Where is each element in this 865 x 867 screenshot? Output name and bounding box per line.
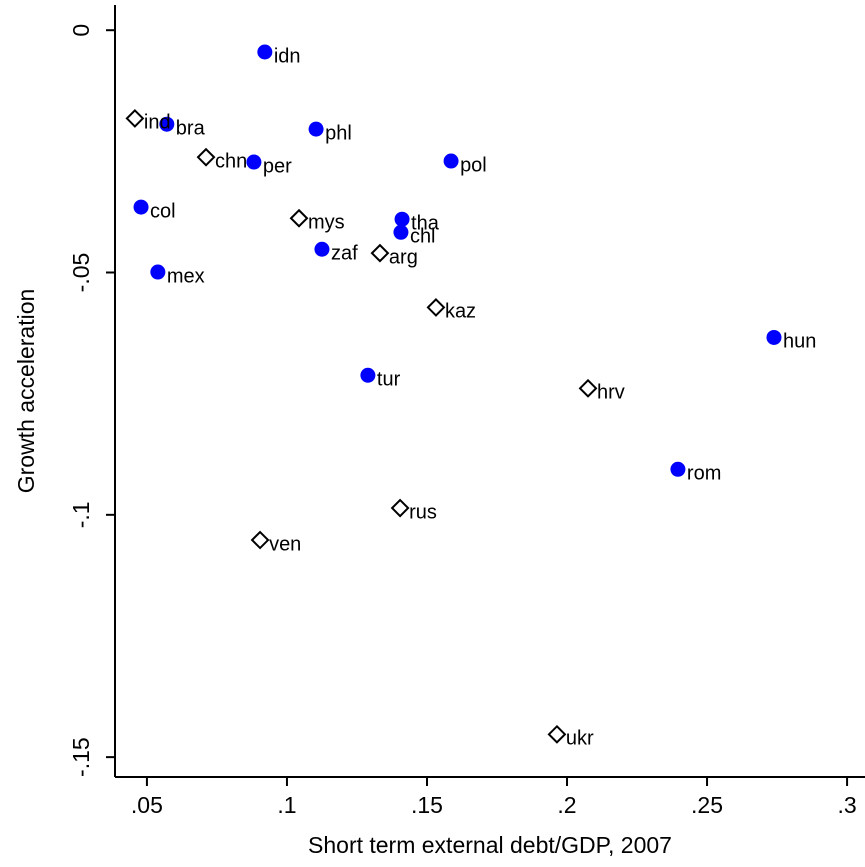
x-tick-label: .3 [837,792,856,818]
x-tick-label: .1 [277,792,296,818]
circle-point [766,329,782,345]
point-label: col [150,200,176,222]
point-label: mys [308,212,345,234]
point-label: phl [325,122,352,144]
point-label: rus [409,501,437,523]
diamond-point [196,147,216,167]
x-tick-label: .05 [131,792,163,818]
diamond-point [426,297,446,317]
point-label: tur [377,369,401,391]
circle-point [246,154,262,170]
diamond-point [547,724,567,744]
y-tick-label: 0 [68,24,94,37]
point-label: mex [167,265,205,287]
circle-point [314,241,330,257]
diamond-point [370,243,390,263]
x-tick-label: .2 [557,792,576,818]
x-tick-label: .15 [411,792,443,818]
point-label: zaf [331,243,358,265]
circle-point [133,199,149,215]
y-tick-label: -.05 [68,253,94,293]
circle-point [257,44,273,60]
circle-point [670,461,686,477]
diamond-point [125,108,145,128]
diamond-point [390,498,410,518]
point-label: idn [274,45,301,67]
circle-point [393,224,409,240]
circle-point [150,264,166,280]
point-label: arg [389,246,418,268]
x-axis-title: Short term external debt/GDP, 2007 [308,832,672,858]
circle-point [159,116,175,132]
point-label: bra [176,117,206,139]
circle-point [394,211,410,227]
circle-point [443,153,459,169]
y-axis-title: Growth acceleration [13,289,39,494]
point-label: ukr [566,728,594,750]
point-label: hun [783,331,816,353]
point-label: hrv [597,382,625,404]
point-label: tha [411,212,440,234]
x-tick-label: .25 [691,792,723,818]
y-tick-label: -.1 [68,501,94,528]
y-tick-label: -.15 [68,737,94,777]
point-label: pol [460,154,487,176]
point-label: kaz [445,301,476,323]
diamond-point [289,208,309,228]
point-label: ven [269,533,301,555]
point-label: per [263,155,292,177]
point-label: rom [687,463,721,485]
point-label: ind [144,112,171,134]
point-label: chn [215,150,247,172]
circle-point [308,121,324,137]
diamond-point [250,530,270,550]
point-label: chl [410,226,436,248]
circle-point [360,367,376,383]
diamond-point [578,378,598,398]
